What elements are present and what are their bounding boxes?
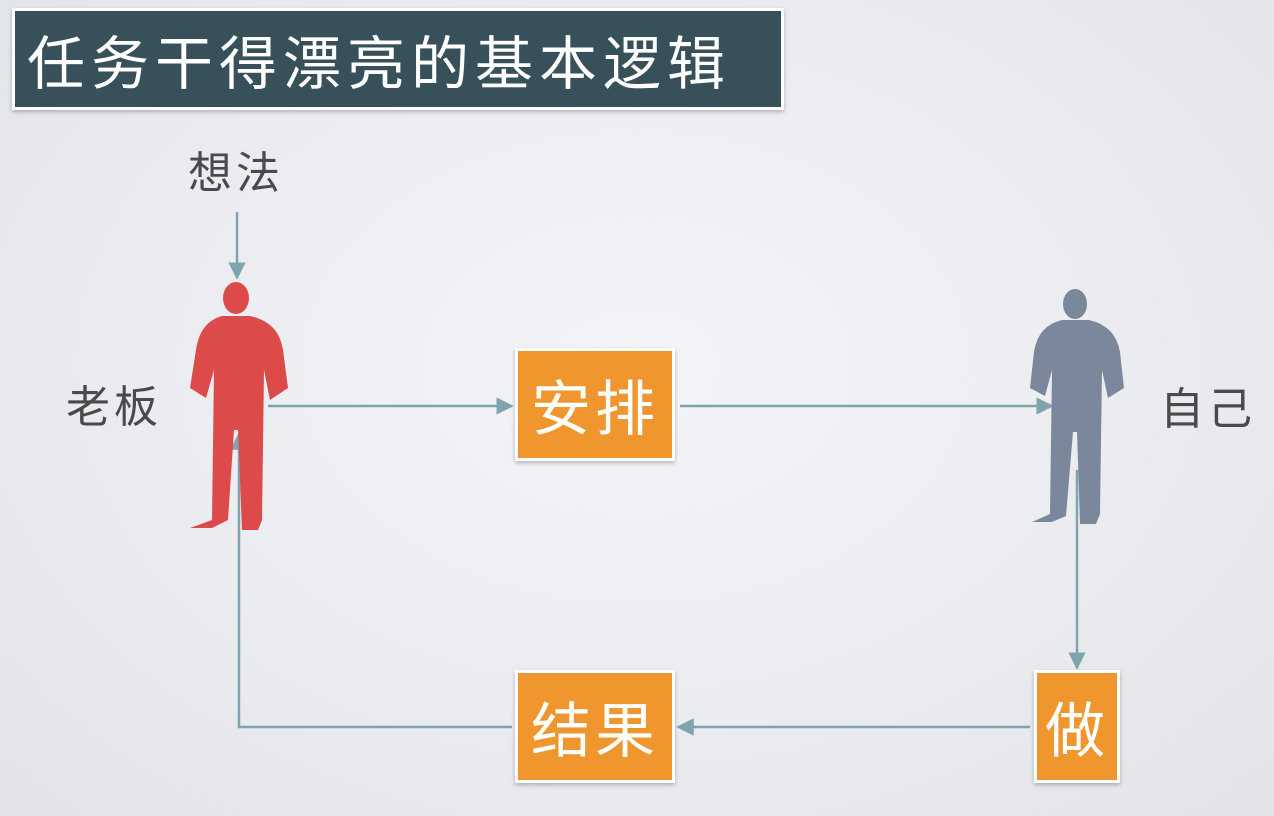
boss-label: 老板	[66, 382, 162, 433]
arrange-box: 安排	[515, 348, 675, 461]
do-box: 做	[1034, 670, 1120, 783]
arrange-box-label: 安排	[531, 375, 659, 445]
arrow-result-to-boss	[230, 432, 512, 729]
do-box-label: 做	[1045, 697, 1109, 767]
result-box-label: 结果	[531, 697, 659, 767]
page-title: 任务干得漂亮的基本逻辑	[27, 30, 732, 98]
self-label: 自己	[1160, 384, 1256, 435]
result-box: 结果	[515, 670, 675, 783]
title-banner: 任务干得漂亮的基本逻辑	[12, 8, 784, 110]
idea-label: 想法	[188, 148, 284, 199]
